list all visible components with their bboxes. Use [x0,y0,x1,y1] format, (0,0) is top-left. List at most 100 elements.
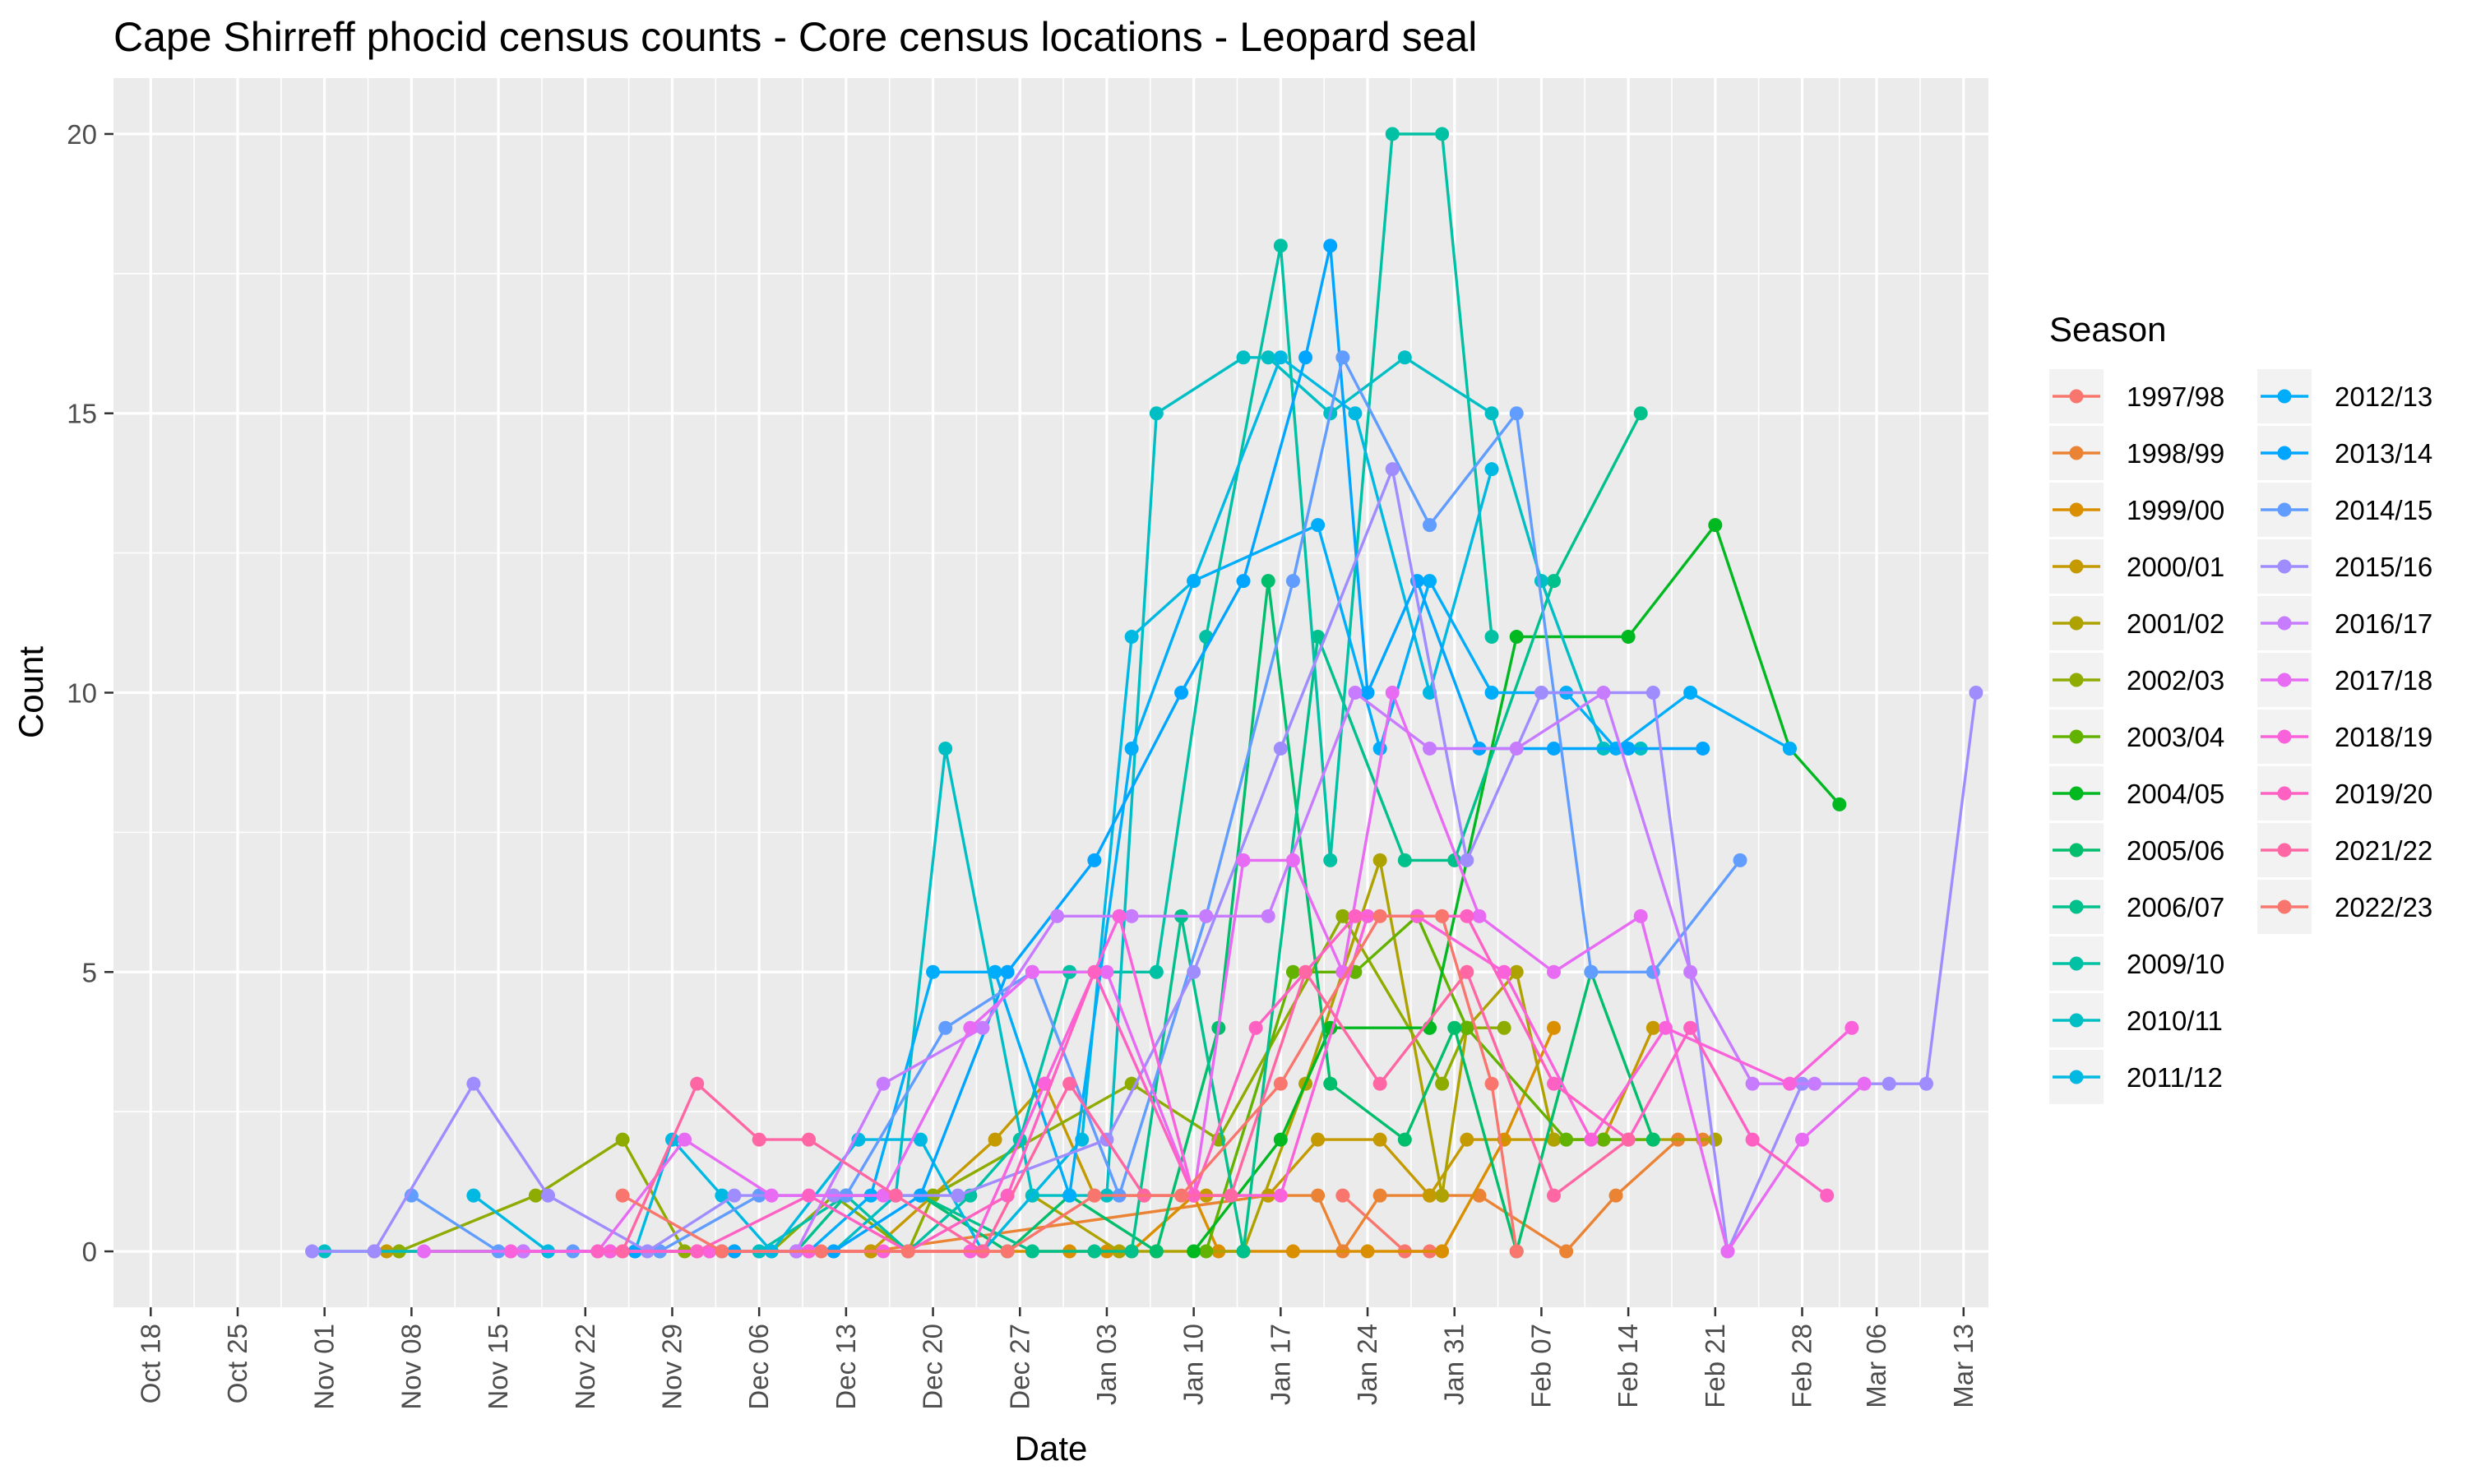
legend-label: 2006/07 [2127,892,2224,922]
data-point [951,1188,965,1203]
data-point [1174,686,1189,700]
data-point [615,1188,630,1203]
data-point [1323,238,1338,253]
data-point [1645,1132,1660,1147]
legend-key-point [2069,956,2084,971]
series-2017-18 [416,686,1872,1259]
legend-key-point [2069,673,2084,687]
data-point [1285,574,1300,589]
legend-label: 2001/02 [2127,608,2224,639]
data-point [1745,1076,1760,1091]
legend-label: 2021/22 [2335,835,2432,866]
data-point [1559,1132,1574,1147]
x-tick-label: Feb 28 [1787,1324,1817,1408]
y-axis-label: Count [12,646,50,738]
legend-item: 2017/18 [2257,653,2432,707]
data-point [1435,1076,1450,1091]
data-point [1484,1076,1499,1091]
x-tick-label: Nov 08 [396,1324,426,1410]
data-point [1248,1020,1263,1035]
data-point [466,1188,481,1203]
data-point [1621,1132,1636,1147]
data-point [1484,462,1499,477]
data-point [1435,127,1450,141]
data-point [690,1244,705,1259]
legend-label: 2017/18 [2335,665,2432,696]
legend-key-point [2277,389,2292,404]
legend-label: 1999/00 [2127,495,2224,525]
legend-item: 2002/03 [2049,653,2224,707]
data-point [1683,686,1698,700]
data-point [1460,964,1474,979]
series-line [424,691,1866,1253]
data-point [1621,741,1636,756]
data-point [802,1188,817,1203]
data-point [1397,853,1412,867]
data-point [305,1244,320,1259]
legend-item: 2022/23 [2257,880,2432,934]
data-point [1547,1076,1562,1091]
data-point [1323,1076,1338,1091]
data-point [1273,238,1288,253]
x-tick-label: Dec 13 [831,1324,861,1410]
data-point [938,741,953,756]
data-point [1969,686,1983,700]
data-point [988,964,1002,979]
x-tick-label: Mar 06 [1861,1324,1891,1408]
data-point [1509,1244,1524,1259]
data-point [1348,686,1363,700]
data-point [913,1132,928,1147]
data-point [1124,630,1139,645]
data-point [1708,518,1723,533]
legend-key-point [2277,616,2292,631]
data-point [1372,908,1387,923]
x-tick-label: Dec 06 [743,1324,774,1410]
data-point [715,1188,729,1203]
legend-key-point [2069,502,2084,517]
data-point [988,1132,1002,1147]
data-point [1335,350,1350,365]
data-point [1547,741,1562,756]
data-point [1149,406,1164,421]
legend-item: 1999/00 [2049,483,2224,537]
data-point [1360,1244,1375,1259]
data-point [1795,1132,1810,1147]
legend-key-point [2069,899,2084,914]
data-point [1423,518,1437,533]
data-point [1460,1020,1474,1035]
data-point [615,1244,630,1259]
data-point [1187,574,1201,589]
data-point [1720,1244,1735,1259]
y-tick-label: 20 [67,119,97,150]
data-point [1423,741,1437,756]
legend-item: 2015/16 [2257,539,2432,594]
data-point [1509,630,1524,645]
data-point [1323,853,1338,867]
legend-key-point [2069,729,2084,744]
data-point [1174,1188,1189,1203]
y-tick-label: 0 [82,1237,97,1267]
legend-label: 2002/03 [2127,665,2224,696]
data-point [1025,964,1039,979]
data-point [1372,853,1387,867]
legend-label: 2003/04 [2127,722,2224,752]
data-point [1298,964,1313,979]
legend-label: 2022/23 [2335,892,2432,922]
data-point [1124,741,1139,756]
legend-item: 2013/14 [2257,426,2432,480]
legend-title: Season [2049,310,2166,349]
data-point [1435,908,1450,923]
data-point [876,1076,891,1091]
data-point [1298,350,1313,365]
data-point [1187,964,1201,979]
data-point [1881,1076,1896,1091]
x-axis: Oct 18 Oct 25 Nov 01 Nov 08 Nov 15 Nov 22 Nov … [135,1307,1979,1410]
y-axis: 0 5 10 15 20 [67,119,113,1267]
legend-item: 2018/19 [2257,710,2432,764]
data-point [876,1188,891,1203]
series-layer [305,127,1983,1259]
data-point [1397,350,1412,365]
data-point [926,964,941,979]
data-point [1820,1188,1835,1203]
